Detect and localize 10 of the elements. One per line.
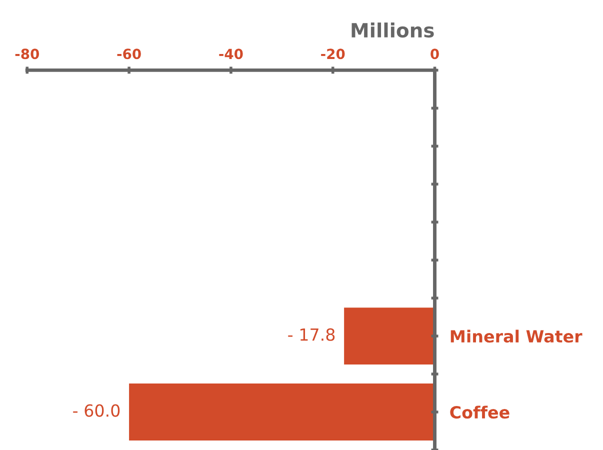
x-tick-label: -40 — [219, 48, 243, 60]
x-axis-title: Millions — [352, 22, 434, 38]
data-label: - 17.8 — [288, 328, 335, 341]
y-tick-label: Coffee — [450, 406, 510, 419]
x-tick-label: -80 — [15, 48, 40, 60]
x-tick-label: 0 — [430, 48, 439, 60]
x-tick-label: -60 — [117, 48, 141, 60]
y-tick-label: Mineral Water — [450, 330, 582, 343]
data-label: - 60.0 — [73, 404, 120, 417]
x-tick-label: -20 — [321, 48, 345, 60]
